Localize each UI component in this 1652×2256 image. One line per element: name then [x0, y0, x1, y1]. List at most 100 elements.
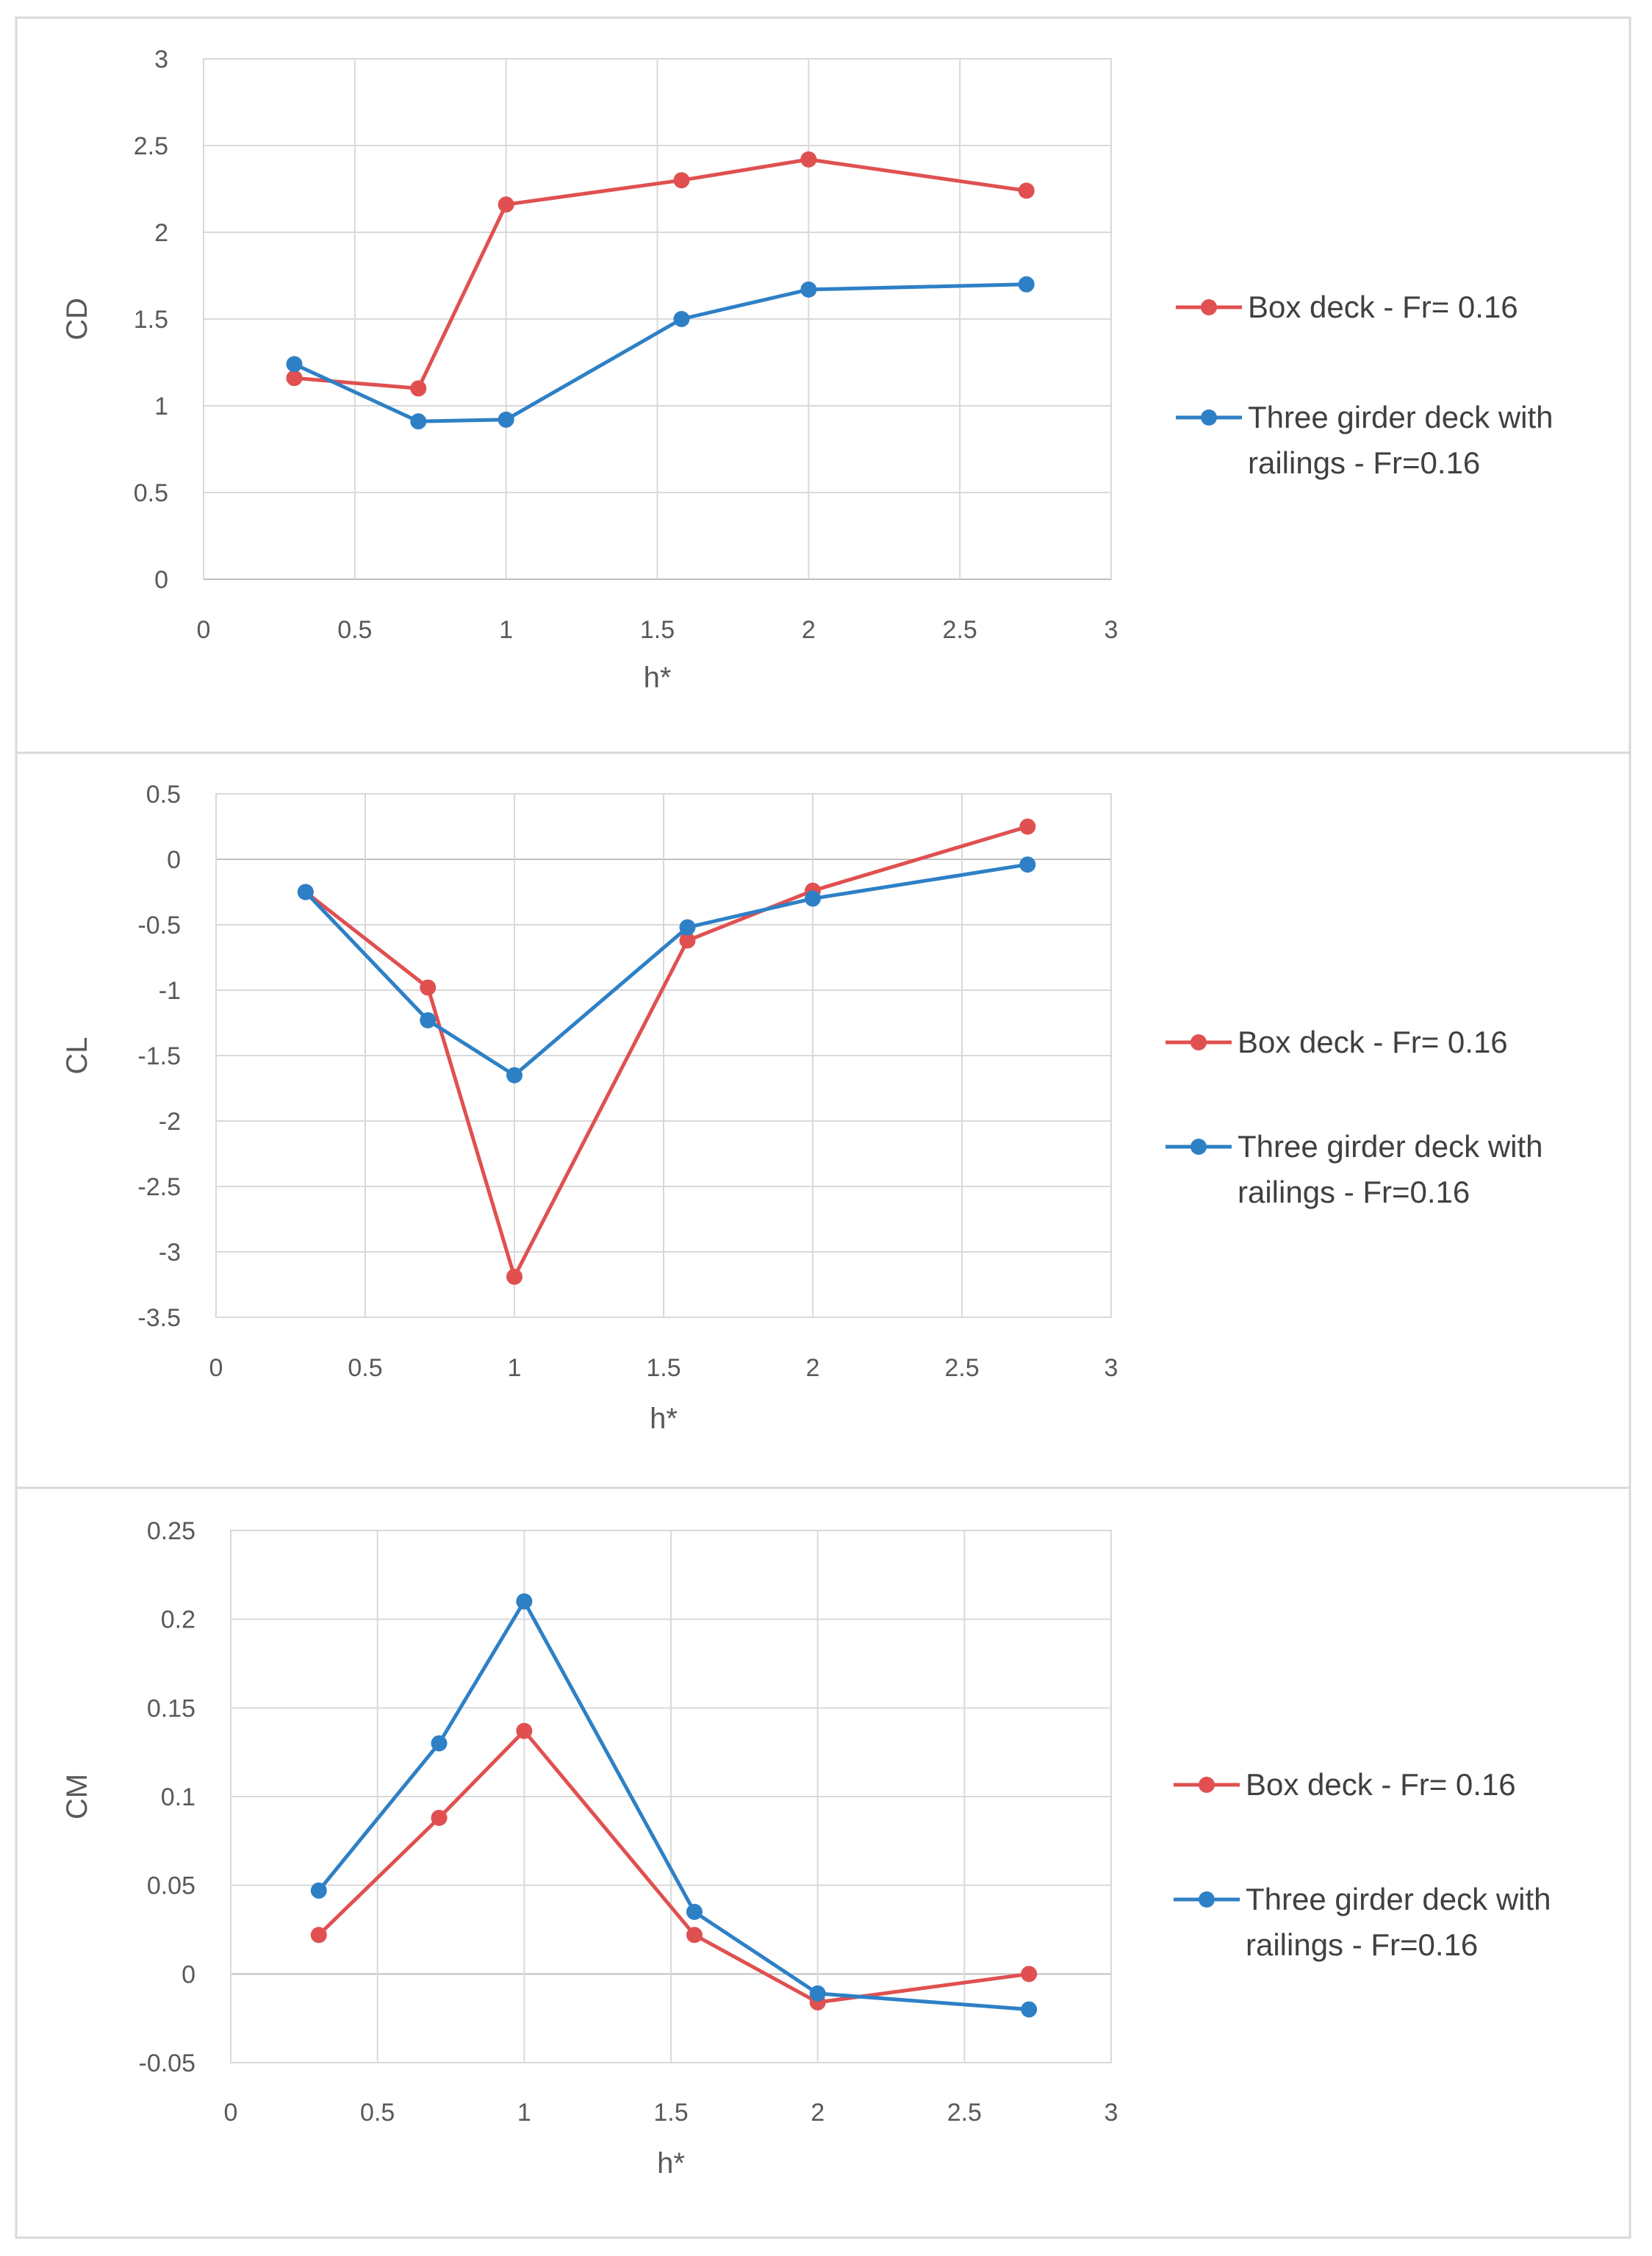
- x-tick-label: 0.5: [337, 616, 372, 644]
- y-tick-label: 0.15: [147, 1694, 195, 1722]
- series-line: [317, 1600, 1031, 2012]
- x-tick-label: 2: [806, 1354, 820, 1382]
- legend-marker: [1190, 1034, 1207, 1050]
- y-tick-label: 0.25: [147, 1517, 195, 1545]
- data-point: [805, 890, 821, 907]
- data-point: [286, 356, 303, 373]
- y-axis-title: CL: [61, 1036, 93, 1074]
- x-tick-label: 0: [224, 2099, 238, 2127]
- x-tick-label: 2: [811, 2099, 825, 2127]
- x-tick-label: 2.5: [944, 1354, 979, 1382]
- y-tick-label: 2: [154, 219, 168, 247]
- legend-label: railings - Fr=0.16: [1238, 1175, 1470, 1209]
- x-tick-label: 1.5: [646, 1354, 680, 1382]
- data-point: [310, 1882, 327, 1899]
- y-tick-label: 0.5: [134, 479, 168, 507]
- y-tick-label: -2.5: [137, 1173, 181, 1201]
- data-point: [673, 311, 690, 327]
- data-point: [286, 370, 303, 387]
- x-tick-label: 2.5: [943, 616, 977, 644]
- legend: Box deck - Fr= 0.16 Three girder deck wit…: [1166, 1025, 1543, 1209]
- legend-item: Box deck - Fr= 0.16: [1174, 1767, 1516, 1802]
- x-axis-title: h*: [650, 1403, 678, 1435]
- y-tick-label: 0: [167, 846, 181, 874]
- y-tick-label: 1.5: [134, 306, 168, 334]
- chart-frame: [15, 16, 1631, 754]
- data-point: [686, 1927, 703, 1944]
- chart-cm: -0.05 0 0.05 0.1 0.15 0.2 0.25 0 0.5 1 1.5 2 2.5 3 h* C…: [15, 1486, 1631, 2239]
- legend-marker: [1199, 1891, 1215, 1908]
- y-tick-label: -2: [159, 1108, 181, 1136]
- y-tick-label: -1.5: [137, 1042, 181, 1070]
- legend: Box deck - Fr= 0.16 Three girder deck wit…: [1176, 290, 1554, 480]
- legend-marker: [1190, 1139, 1207, 1155]
- data-point: [686, 1903, 703, 1920]
- x-tick-label: 0: [197, 616, 211, 644]
- x-tick-label: 0.5: [360, 2099, 395, 2127]
- charts-layer: 0 0.5 1 1.5 2 2.5 3 0 0.5 1 1.5 2 2.5 3 h* CD Box deck -…: [15, 16, 1631, 2239]
- data-point: [431, 1809, 448, 1826]
- legend-item: Three girder deck with railings - Fr=0.16: [1176, 400, 1554, 480]
- x-tick-label: 3: [1105, 2099, 1118, 2127]
- legend-label: railings - Fr=0.16: [1246, 1927, 1478, 1962]
- x-tick-label: 0.5: [348, 1354, 382, 1382]
- y-tick-label: 0.1: [161, 1783, 195, 1811]
- y-tick-label: -0.5: [137, 912, 181, 939]
- x-tick-label: 1: [499, 616, 513, 644]
- data-point: [1021, 1966, 1038, 1983]
- legend-label: Three girder deck with: [1238, 1129, 1543, 1164]
- x-tick-label: 1: [508, 1354, 522, 1382]
- data-point: [1021, 2001, 1038, 2018]
- chart-cl: -3.5 -3 -2.5 -2 -1.5 -1 -0.5 0 0.5 0 0.5 1 1.5 2 2.5 3 h…: [15, 751, 1631, 1489]
- x-axis-title: h*: [644, 662, 672, 694]
- legend-item: Three girder deck with railings - Fr=0.16: [1174, 1882, 1551, 1962]
- y-tick-label: -1: [159, 977, 181, 1005]
- x-tick-label: 1.5: [640, 616, 675, 644]
- data-point: [410, 380, 427, 397]
- legend-label: Three girder deck with: [1248, 400, 1554, 434]
- x-tick-label: 2: [802, 616, 816, 644]
- data-point: [673, 172, 690, 189]
- legend-marker: [1199, 1777, 1215, 1793]
- x-tick-label: 2.5: [947, 2099, 982, 2127]
- x-tick-label: 1.5: [653, 2099, 688, 2127]
- legend-label: Box deck - Fr= 0.16: [1246, 1767, 1516, 1802]
- y-tick-label: -0.05: [139, 2049, 196, 2077]
- x-tick-label: 0: [209, 1354, 223, 1382]
- series-line: [304, 862, 1030, 1078]
- y-axis-title: CD: [61, 298, 93, 340]
- chart-frame: [15, 1486, 1631, 2239]
- data-point: [498, 196, 514, 213]
- y-tick-label: -3: [159, 1239, 181, 1267]
- legend-item: Three girder deck with railings - Fr=0.16: [1166, 1129, 1543, 1209]
- series-three-girder-deck: [286, 276, 1035, 430]
- legend-marker: [1201, 299, 1217, 315]
- data-point: [516, 1593, 533, 1610]
- series-line: [292, 282, 1029, 423]
- data-point: [420, 979, 437, 996]
- legend-item: Box deck - Fr= 0.16: [1166, 1025, 1508, 1059]
- y-tick-label: 0: [154, 566, 168, 594]
- data-point: [809, 1985, 826, 2002]
- data-point: [1019, 818, 1036, 835]
- series-three-girder-deck: [297, 856, 1036, 1084]
- y-tick-label: 0.2: [161, 1606, 195, 1634]
- data-point: [516, 1722, 533, 1739]
- chart-cd: 0 0.5 1 1.5 2 2.5 3 0 0.5 1 1.5 2 2.5 3 h* CD Box deck -…: [15, 16, 1631, 754]
- series-box-deck: [286, 151, 1035, 397]
- x-tick-label: 3: [1105, 1354, 1118, 1382]
- y-axis-title: CM: [61, 1774, 93, 1819]
- y-tick-label: 0.05: [147, 1872, 195, 1900]
- y-tick-label: 0: [182, 1960, 195, 1988]
- data-point: [420, 1011, 437, 1028]
- data-point: [800, 151, 817, 168]
- data-point: [410, 413, 427, 430]
- y-tick-label: 1: [154, 393, 168, 420]
- series-line: [304, 825, 1030, 1279]
- y-tick-label: 3: [154, 46, 168, 74]
- data-point: [679, 932, 696, 949]
- legend-marker: [1201, 409, 1217, 426]
- data-point: [297, 884, 314, 900]
- legend-label: Box deck - Fr= 0.16: [1238, 1025, 1508, 1059]
- x-axis-title: h*: [657, 2147, 685, 2180]
